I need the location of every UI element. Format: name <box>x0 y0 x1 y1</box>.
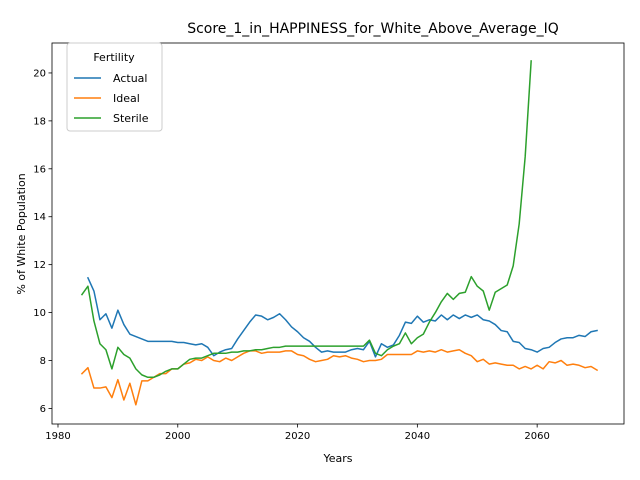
legend-box <box>66 42 163 132</box>
legend: Fertility Actual Ideal Sterile <box>66 42 163 132</box>
y-tick-label: 10 <box>33 308 46 319</box>
y-tick-label: 20 <box>33 68 46 79</box>
x-tick-label: 2040 <box>405 431 430 442</box>
legend-title: Fertility <box>93 51 135 64</box>
series-line-sterile <box>80 60 532 379</box>
y-tick-label: 8 <box>40 356 46 367</box>
legend-items: Actual Ideal Sterile <box>74 72 149 125</box>
y-tick-label: 6 <box>40 404 46 415</box>
x-tick-label: 2000 <box>165 431 190 442</box>
legend-label-sterile: Sterile <box>113 112 149 125</box>
y-tick-label: 14 <box>33 212 46 223</box>
x-axis-ticks: 1980 2000 2020 2040 2060 <box>45 424 550 442</box>
legend-label-actual: Actual <box>113 72 147 85</box>
y-tick-label: 18 <box>33 116 46 127</box>
x-tick-label: 2060 <box>524 431 549 442</box>
plot-area-frame <box>51 42 625 425</box>
y-tick-label: 12 <box>33 260 46 271</box>
x-axis-label: Years <box>322 452 352 465</box>
y-axis-ticks: 6 8 10 12 14 16 18 20 <box>33 68 52 415</box>
plot-lines <box>80 60 599 406</box>
legend-label-ideal: Ideal <box>113 92 140 105</box>
chart-title: Score_1_in_HAPPINESS_for_White_Above_Ave… <box>187 21 559 37</box>
series-line-actual <box>86 276 598 358</box>
x-tick-label: 1980 <box>45 431 70 442</box>
y-tick-label: 16 <box>33 164 46 175</box>
series-line-ideal <box>80 348 599 406</box>
y-axis-label: % of White Population <box>15 173 28 294</box>
x-tick-label: 2020 <box>285 431 310 442</box>
